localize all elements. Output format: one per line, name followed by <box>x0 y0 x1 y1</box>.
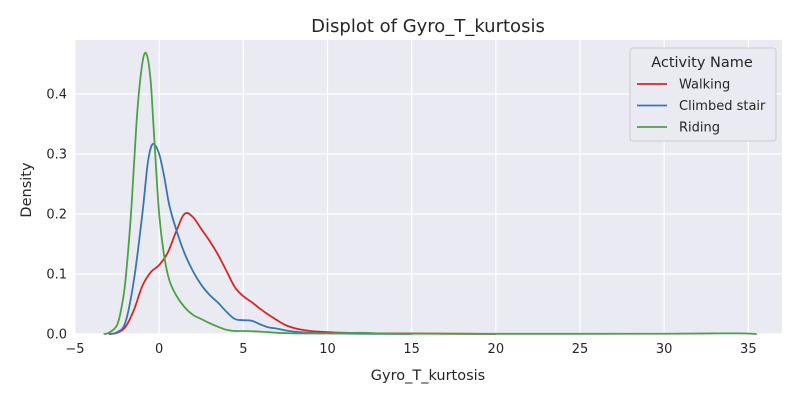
legend-label-walking: Walking <box>679 78 730 93</box>
legend-title: Activity Name <box>651 55 753 71</box>
chart-title: Displot of Gyro_T_kurtosis <box>311 16 545 37</box>
x-tick-label: 30 <box>656 342 673 357</box>
x-tick-labels: −5 0 5 10 15 20 25 30 35 <box>65 342 756 357</box>
series-line-walking <box>108 212 496 335</box>
x-tick-label: 0 <box>155 342 163 357</box>
y-tick-label: 0.2 <box>46 208 67 223</box>
x-tick-label: 25 <box>572 342 589 357</box>
y-tick-labels: 0.0 0.1 0.2 0.3 0.4 <box>46 88 67 343</box>
series-line-climbed-stair <box>108 143 412 335</box>
y-tick-label: 0.1 <box>46 268 67 283</box>
legend-items: Walking Climbed stair Riding <box>637 78 766 136</box>
y-tick-label: 0.0 <box>46 328 67 343</box>
legend: Activity Name Walking Climbed stair Riding <box>629 47 777 142</box>
series-group <box>103 51 757 335</box>
x-tick-label: 5 <box>239 342 247 357</box>
legend-label-riding: Riding <box>679 121 720 136</box>
y-tick-label: 0.4 <box>46 88 67 103</box>
x-tick-label: 20 <box>488 342 505 357</box>
x-tick-label: 10 <box>319 342 336 357</box>
x-axis-label: Gyro_T_kurtosis <box>371 368 486 384</box>
y-axis-label: Density <box>19 162 35 218</box>
x-tick-label: 15 <box>403 342 420 357</box>
y-tick-label: 0.3 <box>46 148 67 163</box>
series-line-riding <box>103 51 757 335</box>
legend-box <box>629 47 777 142</box>
legend-label-climbed-stair: Climbed stair <box>679 99 766 114</box>
x-tick-label: 35 <box>740 342 757 357</box>
x-tick-label: −5 <box>65 342 84 357</box>
